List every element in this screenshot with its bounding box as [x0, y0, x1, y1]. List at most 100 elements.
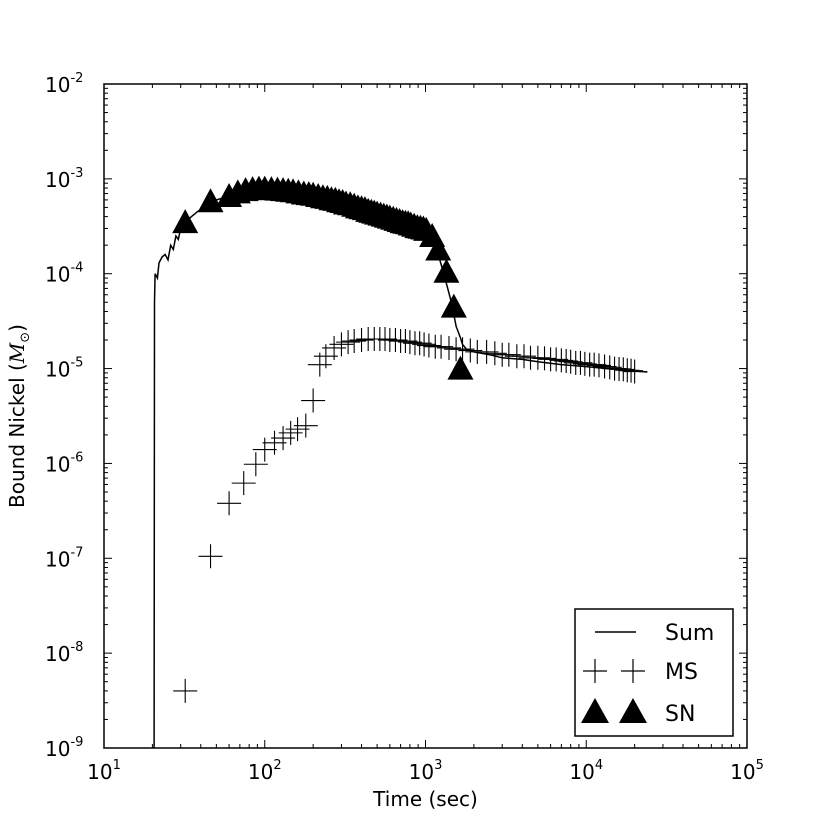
x-tick-label: 103 [409, 758, 443, 784]
plus-marker [525, 345, 550, 370]
y-tick-label: 10-3 [45, 166, 83, 192]
y-tick-label-base: 10 [45, 452, 70, 476]
plus-marker [217, 491, 242, 516]
plus-marker [252, 437, 277, 462]
x-tick-label: 101 [87, 758, 121, 784]
y-tick-label-exp: -5 [70, 356, 83, 371]
y-tick-label-base: 10 [45, 73, 70, 97]
y-tick-label-base: 10 [45, 263, 70, 287]
plus-marker [173, 678, 198, 703]
plus-marker [512, 344, 537, 369]
plus-marker [322, 335, 347, 360]
series-ms [173, 326, 647, 703]
triangle-marker [440, 293, 467, 318]
plus-marker [373, 326, 398, 351]
y-axis-label-sub: ⊙ [18, 332, 33, 343]
x-tick-label-exp: 2 [273, 758, 281, 773]
legend-label-ms: MS [665, 660, 698, 685]
y-tick-label-base: 10 [45, 737, 70, 761]
plus-marker [301, 388, 326, 413]
triangle-marker [172, 209, 199, 234]
y-tick-label-base: 10 [45, 358, 70, 382]
y-tick-label: 10-7 [45, 545, 83, 571]
plus-marker [597, 355, 622, 380]
plus-marker [436, 335, 461, 360]
legend-label-sum: Sum [665, 621, 714, 646]
series-layer [153, 175, 648, 748]
y-tick-label-base: 10 [45, 168, 70, 192]
y-tick-label-exp: -7 [70, 545, 83, 560]
plus-marker [278, 420, 303, 445]
legend-label-sn: SN [665, 702, 695, 727]
x-tick-label-base: 10 [569, 760, 594, 784]
x-tick-label-exp: 3 [434, 758, 442, 773]
plus-marker [549, 348, 574, 373]
y-tick-label-base: 10 [45, 547, 70, 571]
y-tick-label-exp: -8 [70, 640, 83, 655]
plus-marker [329, 332, 354, 357]
y-tick-label-exp: -9 [70, 735, 83, 750]
plus-marker [554, 349, 579, 374]
y-axis-label-close: ) [5, 324, 29, 332]
plus-marker [383, 328, 408, 353]
plus-marker [412, 332, 437, 357]
plus-marker [586, 353, 611, 378]
legend: Sum MS SN [574, 608, 734, 737]
plus-marker [544, 347, 569, 372]
y-tick-label: 10-5 [45, 356, 83, 382]
y-tick-label-exp: -6 [70, 450, 83, 465]
x-axis-label: Time (sec) [372, 787, 478, 811]
plus-marker [407, 331, 432, 356]
y-tick-label-exp: -4 [70, 261, 83, 276]
triangle-marker [447, 355, 474, 380]
plus-marker [293, 413, 318, 438]
y-axis-label: Bound Nickel (M⊙) [5, 324, 33, 508]
plus-marker [482, 341, 507, 366]
plus-marker [262, 430, 287, 455]
y-axis-label-text: Bound Nickel ( [5, 363, 29, 508]
plus-marker [458, 338, 483, 363]
x-tick-label-exp: 5 [756, 758, 764, 773]
y-tick-label-base: 10 [45, 642, 70, 666]
triangle-marker [433, 258, 460, 283]
y-tick-label-exp: -2 [70, 71, 83, 86]
x-tick-label-base: 10 [409, 760, 434, 784]
y-tick-label-exp: -3 [70, 166, 83, 181]
plus-marker [416, 333, 441, 358]
x-tick-label-exp: 4 [595, 758, 603, 773]
x-tick-label-base: 10 [248, 760, 273, 784]
x-tick-label-base: 10 [87, 760, 112, 784]
plus-marker [336, 330, 361, 355]
plus-marker [198, 544, 223, 569]
y-tick-label: 10-2 [45, 71, 83, 97]
y-tick-label: 10-9 [45, 735, 83, 761]
x-tick-label: 105 [730, 758, 764, 784]
plus-marker [397, 330, 422, 355]
plus-marker [393, 329, 418, 354]
legend-plus-swatch [583, 659, 645, 683]
triangle-marker [425, 236, 452, 261]
legend-triangle-swatch [581, 698, 647, 723]
plus-marker [558, 349, 583, 374]
plus-marker [349, 328, 374, 353]
plus-marker [582, 352, 607, 377]
y-tick-label: 10-4 [45, 261, 83, 287]
plus-marker [572, 351, 597, 376]
plus-marker [592, 354, 617, 379]
x-tick-label: 104 [569, 758, 603, 784]
x-tick-label-base: 10 [730, 760, 755, 784]
x-tick-label-exp: 1 [113, 758, 121, 773]
plus-marker [243, 452, 268, 477]
plus-marker [622, 359, 647, 384]
tick-layer: 101 102 103 104 10510-910-810-710-610-510-41… [45, 71, 764, 784]
y-tick-label: 10-6 [45, 450, 83, 476]
y-tick-label: 10-8 [45, 640, 83, 666]
x-tick-label: 102 [248, 758, 282, 784]
series-sn [172, 175, 474, 380]
y-axis-label-unit: M [5, 342, 29, 364]
plus-marker [619, 358, 644, 383]
plus-marker [532, 346, 557, 371]
plus-marker [342, 329, 367, 354]
plus-marker [568, 350, 593, 375]
